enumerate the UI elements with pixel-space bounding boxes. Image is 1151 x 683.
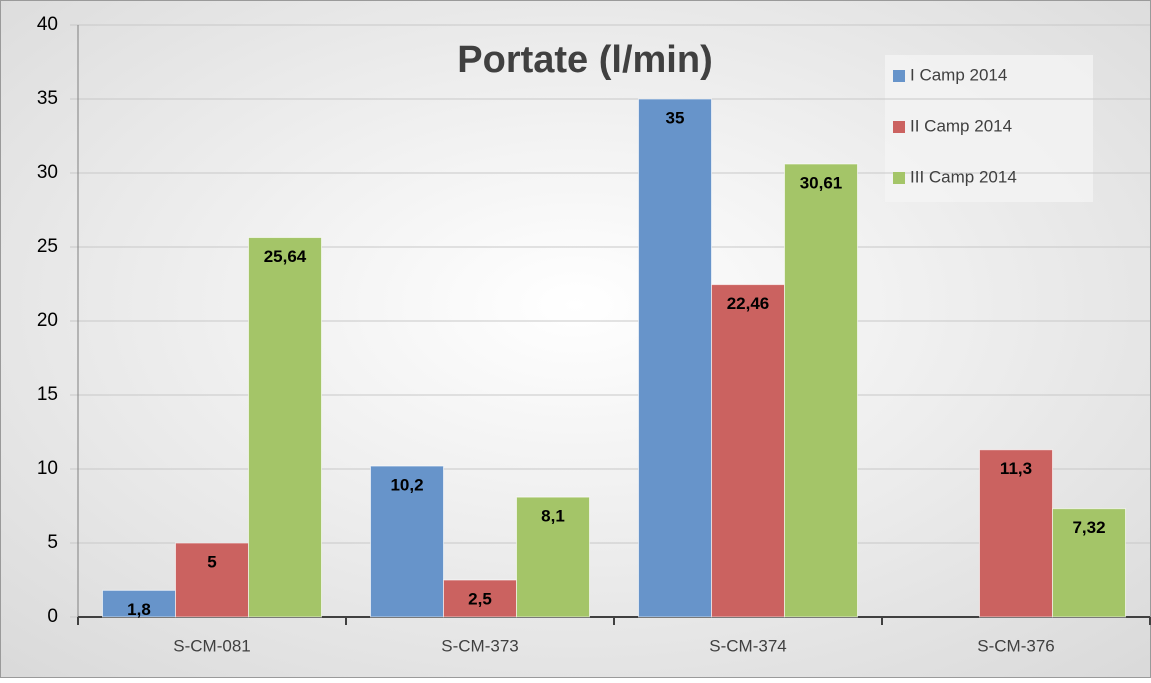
y-tick-label: 15 bbox=[37, 384, 58, 405]
bar bbox=[175, 542, 249, 618]
y-tick-label: 5 bbox=[47, 532, 58, 553]
x-tick-label: S-CM-376 bbox=[977, 636, 1054, 655]
legend-label: I Camp 2014 bbox=[910, 65, 1007, 84]
bar bbox=[516, 496, 590, 618]
y-tick-label: 25 bbox=[37, 236, 58, 257]
data-label: 11,3 bbox=[1000, 459, 1032, 478]
x-tick-label: S-CM-373 bbox=[441, 636, 518, 655]
data-label: 8,1 bbox=[541, 507, 565, 526]
y-tick-label: 40 bbox=[37, 14, 58, 35]
legend-box bbox=[885, 55, 1093, 202]
data-label: 1,8 bbox=[127, 600, 151, 619]
bar bbox=[443, 579, 517, 618]
chart-title: Portate (l/min) bbox=[457, 39, 712, 81]
y-tick-label: 20 bbox=[37, 310, 58, 331]
bar bbox=[1052, 508, 1126, 618]
bar bbox=[102, 589, 176, 618]
legend-swatch bbox=[893, 70, 905, 82]
data-label: 10,2 bbox=[390, 476, 423, 495]
bar bbox=[370, 465, 444, 618]
bar bbox=[979, 449, 1053, 618]
data-label: 25,64 bbox=[264, 247, 307, 266]
legend-label: III Camp 2014 bbox=[910, 167, 1017, 186]
data-label: 5 bbox=[207, 552, 216, 571]
bar bbox=[711, 284, 785, 618]
x-tick-label: S-CM-374 bbox=[709, 636, 786, 655]
data-label: 2,5 bbox=[468, 589, 492, 608]
y-tick-label: 35 bbox=[37, 88, 58, 109]
bar bbox=[638, 98, 712, 618]
y-tick-label: 0 bbox=[47, 606, 58, 627]
legend-swatch bbox=[893, 121, 905, 133]
data-label: 35 bbox=[666, 108, 685, 127]
legend-swatch bbox=[893, 172, 905, 184]
data-label: 7,32 bbox=[1072, 518, 1105, 537]
bar bbox=[248, 237, 322, 618]
y-tick-label: 30 bbox=[37, 162, 58, 183]
bar bbox=[784, 163, 858, 618]
data-label: 22,46 bbox=[727, 294, 770, 313]
x-tick-label: S-CM-081 bbox=[173, 636, 250, 655]
y-tick-label: 10 bbox=[37, 458, 58, 479]
data-label: 30,61 bbox=[800, 173, 843, 192]
legend-label: II Camp 2014 bbox=[910, 116, 1012, 135]
